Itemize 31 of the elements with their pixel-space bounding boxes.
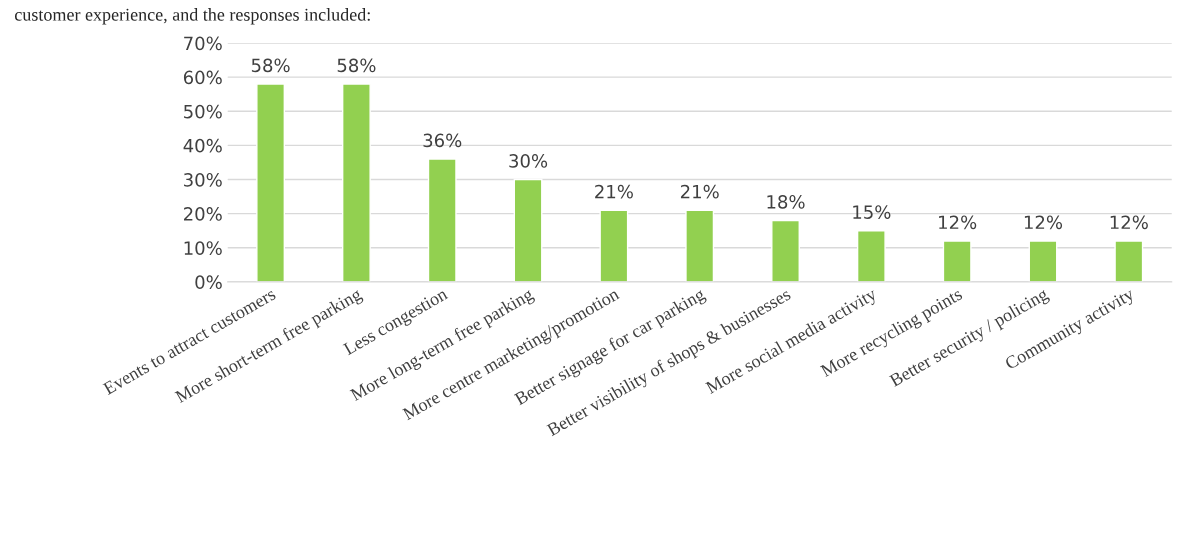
bar <box>427 158 457 282</box>
data-label: 21% <box>680 184 719 199</box>
data-label: 12% <box>939 215 977 230</box>
bar <box>856 230 886 282</box>
bar <box>1114 240 1144 282</box>
bar <box>1028 240 1058 282</box>
bar <box>942 240 972 282</box>
data-label: 36% <box>423 133 462 148</box>
bar <box>599 209 629 282</box>
bar <box>685 209 715 282</box>
y-tick-label: 60% <box>183 70 222 85</box>
data-label: 12% <box>1024 215 1063 230</box>
bar <box>771 219 800 282</box>
data-label: 21% <box>595 184 633 199</box>
data-label: 58% <box>251 58 290 73</box>
y-tick-label: 0% <box>195 275 222 290</box>
text: customer experience, and the responses included: <box>14 8 370 25</box>
y-tick-label: 30% <box>184 173 222 187</box>
y-tick-label: 50% <box>184 104 222 119</box>
bar <box>341 83 371 282</box>
data-label: 30% <box>509 154 548 168</box>
y-tick-label: 20% <box>184 207 222 221</box>
data-label: 15% <box>853 205 891 219</box>
bar <box>513 178 543 282</box>
y-tick-label: 10% <box>184 241 222 255</box>
data-label: 18% <box>767 195 805 209</box>
data-label: 58% <box>337 58 376 73</box>
data-label: 12% <box>1110 215 1148 230</box>
bar <box>256 83 286 282</box>
y-tick-label: 70% <box>184 36 222 51</box>
y-tick-label: 40% <box>183 138 222 153</box>
